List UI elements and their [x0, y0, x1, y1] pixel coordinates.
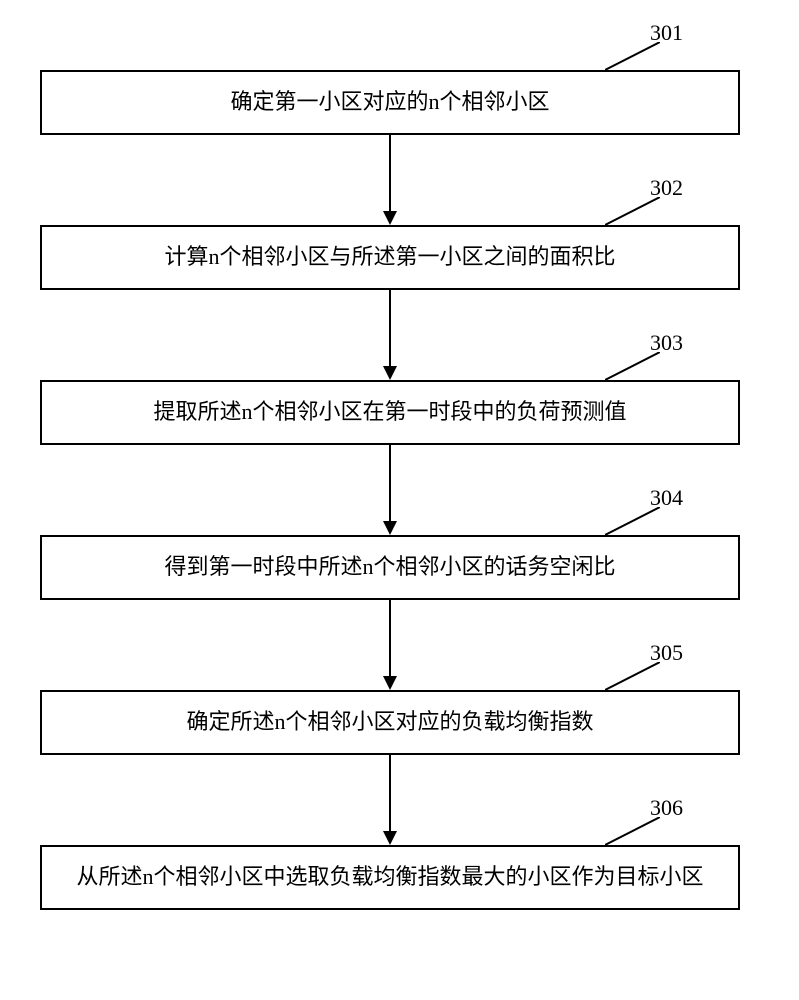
step-box-303: 提取所述n个相邻小区在第一时段中的负荷预测值 — [40, 380, 740, 445]
step-label-302: 302 — [650, 175, 683, 201]
arrow-head-303-304 — [383, 521, 397, 535]
step-label-304: 304 — [650, 485, 683, 511]
step-label-306: 306 — [650, 795, 683, 821]
step-label-305: 305 — [650, 640, 683, 666]
arrow-304-305 — [389, 600, 391, 676]
step-box-305: 确定所述n个相邻小区对应的负载均衡指数 — [40, 690, 740, 755]
arrow-head-304-305 — [383, 676, 397, 690]
step-box-306: 从所述n个相邻小区中选取负载均衡指数最大的小区作为目标小区 — [40, 845, 740, 910]
arrow-head-305-306 — [383, 831, 397, 845]
step-text-304: 得到第一时段中所述n个相邻小区的话务空闲比 — [156, 553, 623, 582]
step-text-305: 确定所述n个相邻小区对应的负载均衡指数 — [178, 708, 601, 737]
step-box-302: 计算n个相邻小区与所述第一小区之间的面积比 — [40, 225, 740, 290]
step-box-301: 确定第一小区对应的n个相邻小区 — [40, 70, 740, 135]
leader-line-301 — [605, 42, 660, 70]
flowchart-canvas: 确定第一小区对应的n个相邻小区 301 计算n个相邻小区与所述第一小区之间的面积… — [0, 0, 799, 1000]
step-box-304: 得到第一时段中所述n个相邻小区的话务空闲比 — [40, 535, 740, 600]
leader-line-305 — [605, 662, 660, 690]
arrow-302-303 — [389, 290, 391, 366]
step-text-303: 提取所述n个相邻小区在第一时段中的负荷预测值 — [145, 398, 634, 427]
leader-line-306 — [605, 817, 660, 845]
step-text-302: 计算n个相邻小区与所述第一小区之间的面积比 — [156, 243, 623, 272]
arrow-303-304 — [389, 445, 391, 521]
leader-line-304 — [605, 507, 660, 535]
arrow-305-306 — [389, 755, 391, 831]
leader-line-303 — [605, 352, 660, 380]
arrow-301-302 — [389, 135, 391, 211]
step-label-301: 301 — [650, 20, 683, 46]
arrow-head-301-302 — [383, 211, 397, 225]
arrow-head-302-303 — [383, 366, 397, 380]
step-text-306: 从所述n个相邻小区中选取负载均衡指数最大的小区作为目标小区 — [68, 863, 711, 892]
step-label-303: 303 — [650, 330, 683, 356]
step-text-301: 确定第一小区对应的n个相邻小区 — [222, 88, 557, 117]
leader-line-302 — [605, 197, 660, 225]
